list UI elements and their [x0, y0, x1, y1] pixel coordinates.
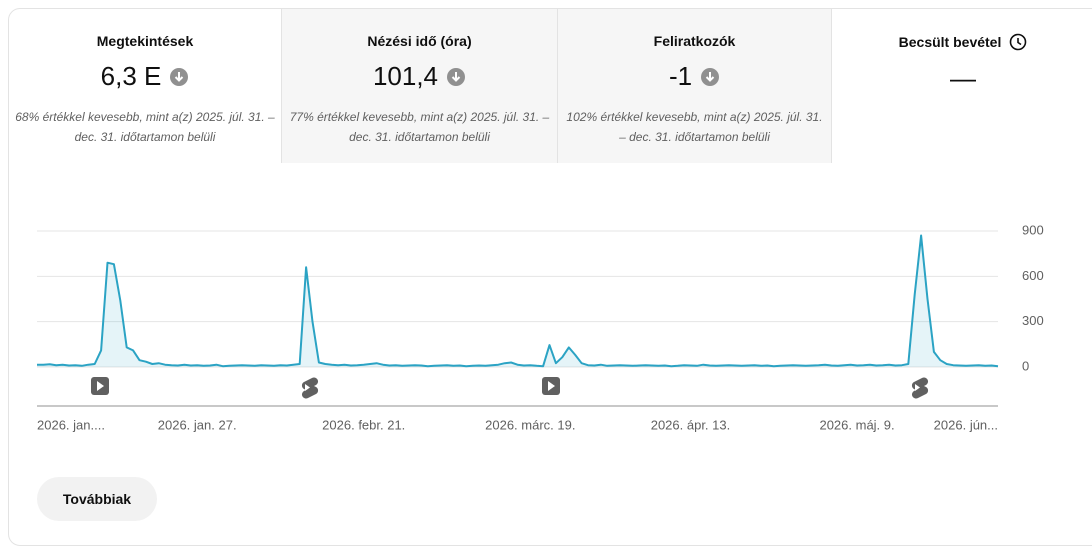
- more-button[interactable]: Továbbiak: [37, 477, 157, 521]
- metric-value: —: [950, 63, 976, 93]
- down-icon: [170, 67, 189, 86]
- metric-note: 102% értékkel kevesebb, mint a(z) 2025. …: [566, 110, 823, 144]
- metric-tab[interactable]: Nézési idő (óra) 101,4 77% értékkel keve…: [281, 9, 557, 163]
- metric-tab[interactable]: Feliratkozók -1 102% értékkel kevesebb, …: [557, 9, 831, 163]
- x-tick-label: 2026. febr. 21.: [322, 417, 405, 432]
- metric-value: -1: [668, 61, 693, 91]
- metric-title: Becsült bevétel: [898, 34, 1002, 50]
- x-tick-label: 2026. márc. 19.: [485, 417, 575, 432]
- shorts-icon: [301, 377, 319, 399]
- metric-note: 77% értékkel kevesebb, mint a(z) 2025. j…: [289, 110, 550, 144]
- shorts-icon: [911, 377, 929, 399]
- metric-tab[interactable]: Becsült bevétel —: [831, 9, 1092, 163]
- metric-title: Feliratkozók: [653, 33, 736, 49]
- metric-title: Nézési idő (óra): [367, 33, 472, 49]
- metric-title: Megtekintések: [96, 33, 194, 49]
- video-icon: [91, 377, 109, 395]
- video-icon: [542, 377, 560, 395]
- analytics-card: Megtekintések 6,3 E 68% értékkel keveseb…: [8, 8, 1092, 546]
- y-tick-label: 900: [1022, 222, 1044, 237]
- y-tick-label: 0: [1022, 358, 1029, 373]
- y-tick-label: 600: [1022, 268, 1044, 283]
- metric-note: 68% értékkel kevesebb, mint a(z) 2025. j…: [15, 110, 275, 144]
- metric-value: 6,3 E: [100, 61, 162, 91]
- x-tick-label: 2026. ápr. 13.: [651, 417, 731, 432]
- metric-tab[interactable]: Megtekintések 6,3 E 68% értékkel keveseb…: [9, 9, 281, 163]
- metric-value: 101,4: [372, 61, 439, 91]
- down-icon: [701, 67, 720, 86]
- down-icon: [447, 67, 466, 86]
- clock-icon: [1010, 33, 1027, 51]
- y-tick-label: 300: [1022, 313, 1044, 328]
- x-tick-label: 2026. máj. 9.: [819, 417, 894, 432]
- line-area: [37, 235, 998, 367]
- x-tick-label: 2026. jan. 27.: [158, 417, 237, 432]
- line: [37, 234, 999, 368]
- x-tick-label: 2026. jún...: [934, 417, 998, 432]
- x-tick-label: 2026. jan....: [37, 417, 105, 432]
